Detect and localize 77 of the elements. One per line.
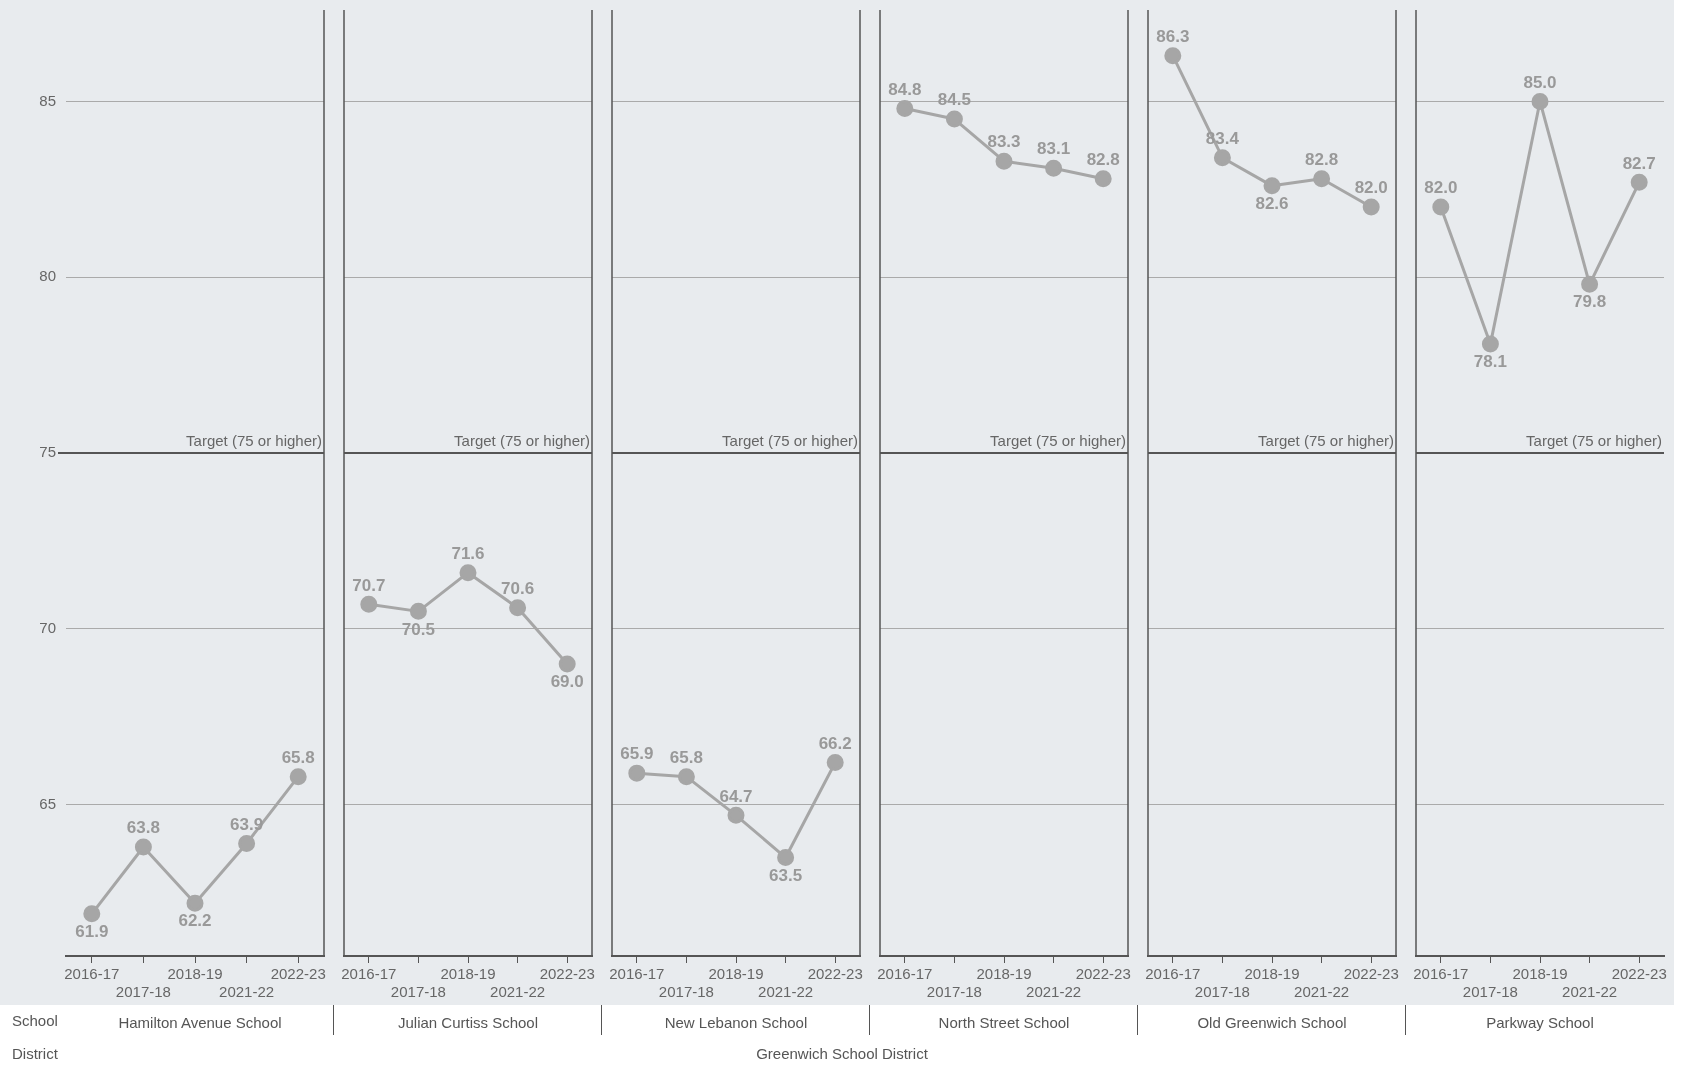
x-axis-title: New Lebanon School [663,1014,809,1031]
data-label: 82.0 [1424,178,1458,198]
x-tick-label: 2017-18 [926,983,982,1001]
data-label: 70.7 [352,575,386,595]
x-tick-label: 2018-19 [708,965,764,983]
data-label: 63.8 [126,818,160,838]
x-tick-label: 2018-19 [440,965,496,983]
x-tick-label: 2021-22 [490,983,546,1001]
y-tick-label: 85 [39,91,56,109]
data-label: 62.2 [178,911,212,931]
x-tick-label: 2022-23 [539,965,595,983]
x-axis-title: Old Greenwich School [1196,1014,1348,1031]
x-tick-label: 2017-18 [658,983,714,1001]
ref-line-label: Target (75 or higher) [454,431,590,449]
x-tick-label: 2021-22 [758,983,814,1001]
y-tick-label: 70 [39,619,56,637]
data-label: 63.5 [769,865,803,885]
x-tick-label: 2016-17 [1145,965,1201,983]
data-label: 86.3 [1156,26,1190,46]
data-label: 82.8 [1305,149,1339,169]
data-label: 61.9 [75,921,109,941]
data-label: 66.2 [818,733,852,753]
x-tick-label: 2022-23 [270,965,326,983]
data-label: 82.8 [1086,149,1120,169]
data-label: 78.1 [1473,352,1507,372]
x-tick-label: 2021-22 [1562,983,1618,1001]
x-tick-label: 2016-17 [341,965,397,983]
data-label: 65.8 [669,747,703,767]
ref-line-label: Target (75 or higher) [722,431,858,449]
x-axis-title: North Street School [937,1014,1071,1031]
data-label: 71.6 [451,543,485,563]
x-tick-label: 2016-17 [1413,965,1469,983]
x-tick-label: 2018-19 [1244,965,1300,983]
ref-line-label: Target (75 or higher) [990,431,1126,449]
x-tick-label: 2018-19 [167,965,223,983]
text: Greenwich School District [756,1045,928,1062]
x-axis-title: Hamilton Avenue School [117,1014,283,1031]
data-label: 82.6 [1255,194,1289,214]
data-label: 82.7 [1622,153,1656,173]
data-label: 64.7 [719,786,753,806]
x-tick-label: 2021-22 [1294,983,1350,1001]
x-tick-label: 2022-23 [807,965,863,983]
x-tick-label: 2022-23 [1343,965,1399,983]
x-tick-label: 2017-18 [1462,983,1518,1001]
x-tick-label: 2016-17 [64,965,120,983]
x-tick-label: 2021-22 [1026,983,1082,1001]
x-tick-label: 2022-23 [1075,965,1131,983]
data-label: 65.9 [620,744,654,764]
y-tick-label: 80 [39,267,56,285]
x-axis-title: Parkway School [1485,1014,1595,1031]
x-tick-label: 2017-18 [390,983,446,1001]
data-label: 83.1 [1037,139,1071,159]
data-label: 79.8 [1573,292,1607,312]
ref-line-label: Target (75 or higher) [1526,431,1662,449]
y-tick-label: 65 [39,794,56,812]
ref-line-label: Target (75 or higher) [1258,431,1394,449]
text: District [12,1045,58,1062]
data-label: 63.9 [230,814,264,834]
x-tick-label: 2017-18 [1194,983,1250,1001]
x-tick-label: 2016-17 [609,965,665,983]
data-label: 65.8 [281,747,315,767]
data-label: 70.6 [501,579,535,599]
data-label: 82.0 [1354,178,1388,198]
y-tick-label: 75 [39,443,56,461]
data-label: 85.0 [1523,72,1557,92]
text: School [12,1012,58,1029]
x-tick-label: 2022-23 [1611,965,1667,983]
x-tick-label: 2018-19 [976,965,1032,983]
x-tick-label: 2021-22 [219,983,275,1001]
x-tick-label: 2016-17 [877,965,933,983]
data-label: 84.8 [888,79,922,99]
ref-line-label: Target (75 or higher) [186,431,322,449]
x-tick-label: 2018-19 [1512,965,1568,983]
x-axis-title: Julian Curtiss School [396,1014,540,1031]
x-tick-label: 2017-18 [115,983,171,1001]
data-label: 69.0 [550,672,584,692]
data-label: 83.3 [987,132,1021,152]
